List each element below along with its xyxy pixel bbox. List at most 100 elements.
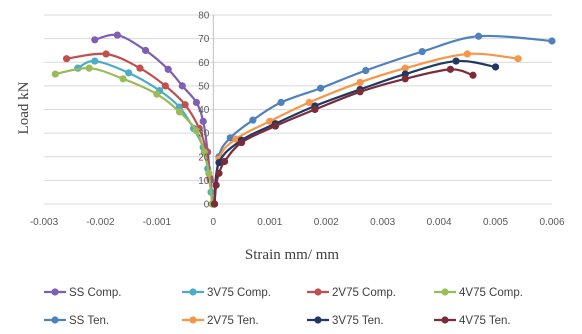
data-point-2v75-ten bbox=[305, 98, 313, 107]
legend-item-4v75-ten: 4V75 Ten. bbox=[434, 315, 511, 327]
data-point-3v75-comp bbox=[91, 57, 99, 65]
data-point-ss-comp bbox=[91, 36, 99, 44]
legend-label: SS Ten. bbox=[69, 315, 109, 327]
data-point-4v75-ten bbox=[356, 88, 364, 96]
data-point-ss-comp bbox=[192, 98, 200, 107]
data-point-ss-ten bbox=[475, 32, 483, 40]
x-axis-title: Strain mm/ mm bbox=[245, 247, 340, 263]
data-point-ss-ten bbox=[226, 134, 234, 142]
legend-marker bbox=[441, 316, 449, 324]
legend-marker bbox=[189, 288, 197, 296]
data-point-ss-ten bbox=[249, 116, 257, 124]
x-tick-labels: -0.003 -0.002 -0.001 0 0.001 0.002 0.003 0.004 0… bbox=[30, 217, 565, 228]
x-tick-label: -0.002 bbox=[86, 217, 115, 228]
data-point-2v75-ten bbox=[356, 78, 364, 86]
data-point-ss-comp bbox=[113, 31, 121, 39]
y-tick-label: 70 bbox=[198, 34, 210, 45]
legend: SS Comp. 3V75 Comp. 2V75 Comp. 4V75 Comp. SS… bbox=[44, 287, 523, 327]
y-tick-label: 30 bbox=[198, 129, 210, 140]
data-point-4v75-comp bbox=[205, 169, 213, 177]
y-tick-label: 80 bbox=[198, 11, 210, 22]
data-point-2v75-comp bbox=[102, 50, 110, 58]
data-point-ss-comp bbox=[199, 117, 207, 125]
x-tick-label: 0.004 bbox=[427, 217, 452, 228]
data-point-3v75-ten bbox=[452, 57, 460, 65]
series-4v75-ten bbox=[210, 65, 477, 208]
legend-marker bbox=[441, 288, 449, 296]
data-point-4v75-comp bbox=[200, 148, 208, 156]
data-point-4v75-comp bbox=[85, 64, 93, 72]
x-tick-label: 0.001 bbox=[257, 217, 282, 228]
legend-label: 3V75 Comp. bbox=[207, 287, 271, 299]
legend-marker bbox=[189, 316, 197, 324]
x-tick-label: 0 bbox=[211, 217, 217, 228]
data-point-4v75-comp bbox=[119, 75, 127, 83]
data-point-ss-ten bbox=[277, 98, 285, 107]
data-point-2v75-comp bbox=[161, 82, 169, 90]
y-tick-label: 20 bbox=[198, 152, 210, 163]
legend-label: 3V75 Ten. bbox=[332, 315, 384, 327]
data-point-4v75-ten bbox=[237, 138, 246, 147]
gridlines bbox=[44, 14, 552, 205]
data-point-4v75-ten bbox=[271, 122, 280, 130]
data-point-4v75-ten bbox=[215, 169, 223, 177]
data-point-4v75-ten bbox=[469, 71, 477, 79]
series-line-4v75-comp bbox=[54, 67, 214, 206]
data-point-4v75-ten bbox=[210, 200, 219, 208]
legend-marker bbox=[51, 316, 59, 324]
y-tick-label: 0 bbox=[204, 200, 210, 211]
x-tick-label: 0.006 bbox=[539, 217, 564, 228]
legend-item-4v75-comp: 4V75 Comp. bbox=[434, 287, 523, 299]
data-point-2v75-ten bbox=[514, 55, 522, 63]
y-tick-label: 10 bbox=[198, 176, 210, 187]
y-tick-labels: 0 10 20 30 40 50 60 70 80 bbox=[198, 11, 210, 211]
legend-item-2v75-ten: 2V75 Ten. bbox=[182, 315, 259, 327]
x-tick-label: -0.003 bbox=[30, 217, 59, 228]
data-point-ss-ten bbox=[548, 37, 556, 45]
data-point-2v75-ten bbox=[232, 135, 240, 143]
data-point-ss-ten bbox=[362, 66, 370, 75]
data-point-2v75-comp bbox=[136, 64, 144, 72]
legend-label: SS Comp. bbox=[69, 287, 121, 299]
legend-marker bbox=[51, 288, 59, 296]
data-point-2v75-comp bbox=[181, 101, 189, 109]
data-point-4v75-ten bbox=[311, 105, 319, 114]
legend-item-2v75-comp: 2V75 Comp. bbox=[307, 287, 396, 299]
x-tick-label: 0.003 bbox=[370, 217, 395, 228]
legend-label: 2V75 Ten. bbox=[207, 315, 259, 327]
data-point-4v75-comp bbox=[153, 90, 161, 98]
data-point-ss-ten bbox=[316, 84, 325, 92]
legend-item-ss-ten: SS Ten. bbox=[44, 315, 109, 327]
data-point-ss-comp bbox=[164, 65, 172, 73]
x-tick-label: 0.005 bbox=[483, 217, 508, 228]
legend-label: 2V75 Comp. bbox=[332, 287, 396, 299]
y-tick-label: 60 bbox=[198, 58, 210, 69]
data-point-4v75-comp bbox=[51, 70, 59, 78]
data-point-3v75-comp bbox=[125, 69, 133, 77]
legend-item-3v75-comp: 3V75 Comp. bbox=[182, 287, 271, 299]
data-point-ss-comp bbox=[178, 82, 186, 90]
series-3v75-ten bbox=[210, 57, 500, 208]
legend-label: 4V75 Comp. bbox=[459, 287, 523, 299]
series-layer bbox=[51, 31, 556, 208]
series-line-ss-ten bbox=[213, 34, 554, 206]
data-point-2v75-ten bbox=[401, 64, 409, 72]
x-tick-label: 0.002 bbox=[314, 217, 339, 228]
legend-item-3v75-ten: 3V75 Ten. bbox=[307, 315, 384, 327]
x-tick-label: -0.001 bbox=[143, 217, 172, 228]
data-point-2v75-ten bbox=[266, 117, 274, 125]
legend-marker bbox=[314, 316, 322, 324]
data-point-ss-comp bbox=[142, 46, 150, 55]
y-tick-label: 50 bbox=[198, 81, 210, 92]
series-ss-ten bbox=[210, 32, 556, 208]
data-point-3v75-ten bbox=[215, 159, 223, 167]
data-point-3v75-ten bbox=[491, 63, 500, 71]
legend-item-ss-comp: SS Comp. bbox=[44, 287, 121, 299]
data-point-4v75-comp bbox=[192, 127, 200, 135]
data-point-4v75-comp bbox=[175, 108, 184, 116]
data-point-2v75-comp bbox=[62, 55, 71, 63]
y-tick-label: 40 bbox=[198, 105, 210, 116]
data-point-4v75-ten bbox=[446, 65, 454, 73]
legend-label: 4V75 Ten. bbox=[459, 315, 511, 327]
